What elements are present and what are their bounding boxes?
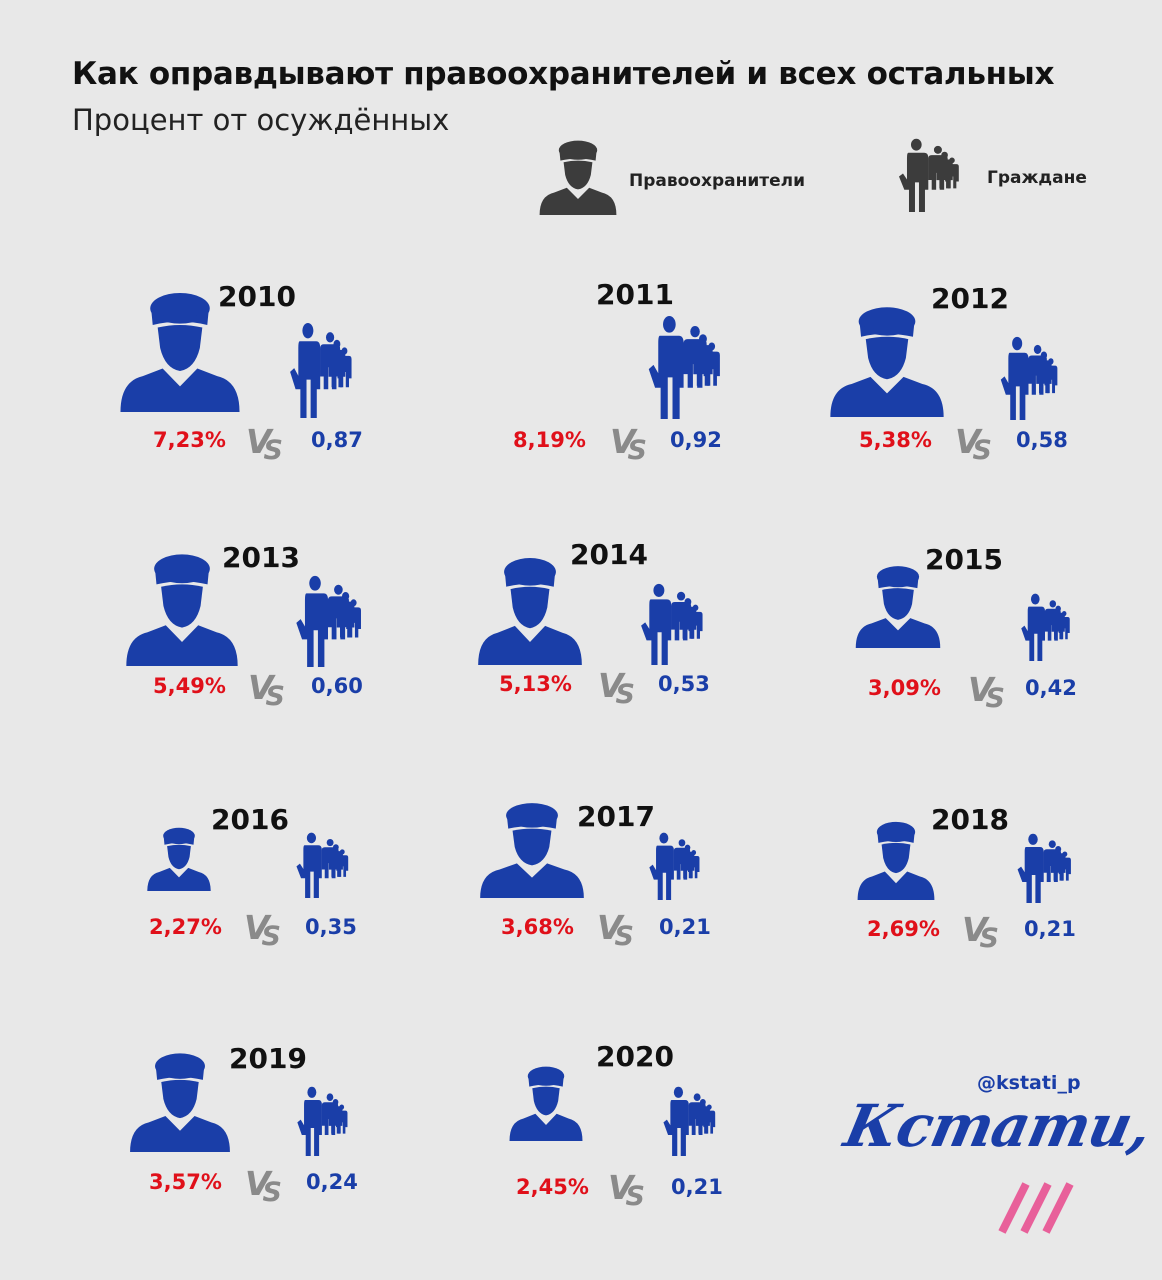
legend-police-label: Правоохранители xyxy=(629,171,805,191)
versus-mark: VS xyxy=(248,668,285,712)
citizen-acquittal-value: 0,92 xyxy=(670,428,722,452)
year-label: 2011 xyxy=(596,278,674,311)
police-acquittal-value: 2,69% xyxy=(867,917,940,941)
citizen-acquittal-value: 0,42 xyxy=(1025,676,1077,700)
police-officer-icon xyxy=(480,803,584,898)
versus-mark: VS xyxy=(598,666,635,710)
police-officer-icon xyxy=(857,821,935,900)
citizen-acquittal-value: 0,21 xyxy=(659,915,711,939)
police-officer-icon xyxy=(478,558,582,665)
year-label: 2013 xyxy=(222,541,300,574)
police-officer-icon xyxy=(147,827,211,891)
versus-s: S xyxy=(615,679,636,710)
versus-v: V xyxy=(248,668,273,707)
versus-mark: VS xyxy=(244,908,281,952)
citizens-group-icon xyxy=(1000,336,1058,420)
police-officer-icon xyxy=(126,554,238,666)
versus-s: S xyxy=(614,921,635,952)
chart-subtitle: Процент от осуждённых xyxy=(72,103,450,137)
citizens-group-icon xyxy=(641,583,703,665)
versus-mark: VS xyxy=(962,910,999,954)
legend-citizens-label: Граждане xyxy=(987,168,1087,188)
versus-mark: VS xyxy=(610,422,647,466)
citizens-group-icon xyxy=(296,832,349,898)
police-acquittal-value: 2,27% xyxy=(149,915,222,939)
citizens-group-icon xyxy=(663,1086,716,1156)
versus-mark: VS xyxy=(245,1164,282,1208)
year-label: 2018 xyxy=(931,803,1009,836)
police-officer-icon xyxy=(539,140,617,215)
citizens-group-icon xyxy=(290,322,352,418)
citizen-acquittal-value: 0,58 xyxy=(1016,428,1068,452)
police-acquittal-value: 3,68% xyxy=(501,915,574,939)
year-label: 2010 xyxy=(218,280,296,313)
year-label: 2016 xyxy=(211,803,289,836)
citizens-group-icon xyxy=(1021,593,1070,661)
year-label: 2015 xyxy=(925,543,1003,576)
police-acquittal-value: 3,57% xyxy=(149,1170,222,1194)
versus-s: S xyxy=(972,435,993,466)
citizen-acquittal-value: 0,60 xyxy=(311,674,363,698)
versus-v: V xyxy=(955,422,980,461)
citizen-acquittal-value: 0,35 xyxy=(305,915,357,939)
versus-s: S xyxy=(261,921,282,952)
police-acquittal-value: 5,38% xyxy=(859,428,932,452)
police-acquittal-value: 3,09% xyxy=(868,676,941,700)
versus-mark: VS xyxy=(968,670,1005,714)
chart-title: Как оправдывают правоохранителей и всех … xyxy=(72,56,1055,92)
citizens-group-icon xyxy=(297,1086,348,1156)
versus-v: V xyxy=(246,422,271,461)
citizen-acquittal-value: 0,24 xyxy=(306,1170,358,1194)
citizens-group-icon xyxy=(649,832,700,900)
citizens-group-icon xyxy=(648,316,720,419)
brand-stripes-icon xyxy=(998,1182,1074,1234)
versus-mark: VS xyxy=(597,908,634,952)
versus-v: V xyxy=(962,910,987,949)
citizen-acquittal-value: 0,87 xyxy=(311,428,363,452)
police-acquittal-value: 2,45% xyxy=(516,1175,589,1199)
versus-v: V xyxy=(244,908,269,947)
citizen-acquittal-value: 0,53 xyxy=(658,672,710,696)
versus-s: S xyxy=(263,435,284,466)
year-label: 2017 xyxy=(577,800,655,833)
versus-s: S xyxy=(625,1181,646,1212)
police-officer-icon xyxy=(855,566,941,648)
versus-s: S xyxy=(627,435,648,466)
police-officer-icon xyxy=(830,307,944,417)
versus-v: V xyxy=(968,670,993,709)
year-label: 2014 xyxy=(570,538,648,571)
police-acquittal-value: 5,13% xyxy=(499,672,572,696)
citizen-acquittal-value: 0,21 xyxy=(1024,917,1076,941)
year-label: 2019 xyxy=(229,1042,307,1075)
versus-mark: VS xyxy=(955,422,992,466)
police-acquittal-value: 5,49% xyxy=(153,674,226,698)
citizen-acquittal-value: 0,21 xyxy=(671,1175,723,1199)
citizens-group-icon xyxy=(898,138,959,212)
police-acquittal-value: 7,23% xyxy=(153,428,226,452)
versus-s: S xyxy=(265,681,286,712)
social-handle: @kstati_p xyxy=(977,1072,1081,1094)
versus-v: V xyxy=(245,1164,270,1203)
citizens-group-icon xyxy=(296,575,361,667)
versus-mark: VS xyxy=(246,422,283,466)
versus-s: S xyxy=(262,1177,283,1208)
police-officer-icon xyxy=(120,292,240,412)
versus-mark: VS xyxy=(608,1168,645,1212)
year-label: 2012 xyxy=(931,282,1009,315)
versus-s: S xyxy=(985,683,1006,714)
citizens-group-icon xyxy=(1017,833,1071,903)
brand-logo: Кстати, xyxy=(838,1092,1157,1160)
versus-v: V xyxy=(597,908,622,947)
police-acquittal-value: 8,19% xyxy=(513,428,586,452)
versus-v: V xyxy=(610,422,635,461)
versus-v: V xyxy=(608,1168,633,1207)
versus-s: S xyxy=(979,923,1000,954)
police-officer-icon xyxy=(130,1053,230,1152)
police-officer-icon xyxy=(509,1066,583,1141)
versus-v: V xyxy=(598,666,623,705)
year-label: 2020 xyxy=(596,1040,674,1073)
